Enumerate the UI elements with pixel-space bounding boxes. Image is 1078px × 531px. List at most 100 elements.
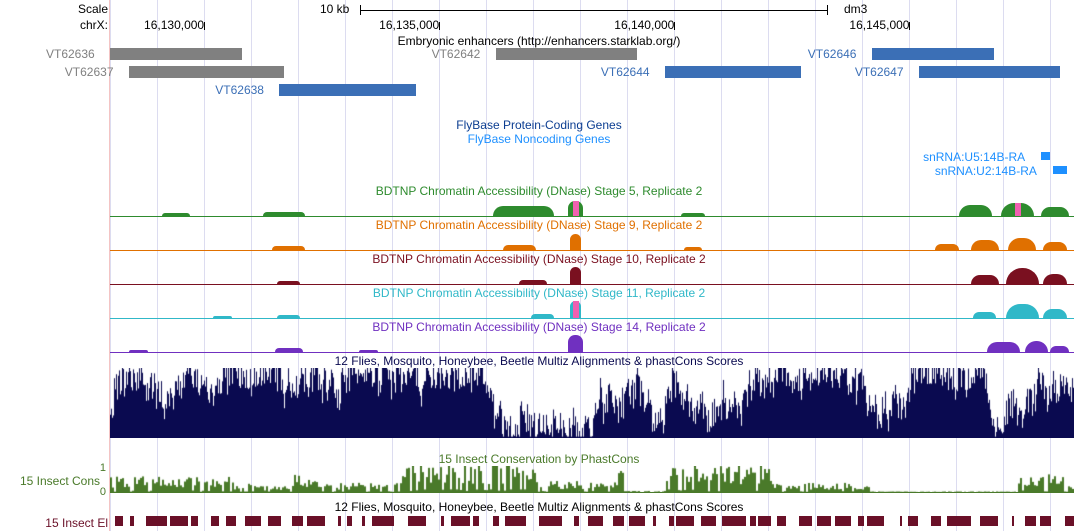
- snrna-block[interactable]: [1053, 166, 1067, 174]
- enhancer-label[interactable]: VT62642: [432, 47, 481, 61]
- insectel-segment: [307, 516, 325, 526]
- insectel-segment: [722, 516, 746, 526]
- enhancer-label[interactable]: VT62646: [808, 47, 857, 61]
- insectel-segment: [268, 516, 281, 526]
- dnase-peak-highlight: [573, 301, 579, 318]
- scale-bar-label: 10 kb: [320, 2, 349, 16]
- insectel-segment: [191, 516, 198, 526]
- insectel-segment: [777, 516, 786, 526]
- insectel-segment: [980, 516, 997, 526]
- multiz12-title: 12 Flies, Mosquito, Honeybee, Beetle Mul…: [0, 354, 1078, 368]
- phastcons15-left-label: 15 Insect Cons: [0, 474, 100, 488]
- flybase-nc-title: FlyBase Noncoding Genes: [0, 132, 1078, 146]
- insectel-segment: [835, 516, 851, 526]
- insectel-segment: [130, 516, 134, 526]
- insectel-segment: [505, 516, 526, 526]
- dnase-peak: [213, 316, 232, 318]
- dnase-peak: [1041, 207, 1069, 216]
- phastcons15-ymax: 1: [0, 462, 106, 474]
- dnase-peak: [277, 315, 301, 318]
- enhancer-block[interactable]: [919, 66, 1060, 78]
- insectel-segment: [1065, 516, 1074, 526]
- insectel-segment: [362, 516, 365, 526]
- enhancer-block[interactable]: [129, 66, 284, 78]
- insectel-segment: [613, 516, 624, 526]
- enhancer-block[interactable]: [872, 48, 994, 60]
- dnase-track-title: BDTNP Chromatin Accessibility (DNase) St…: [0, 252, 1078, 266]
- coord-label: 16,145,000: [849, 18, 909, 32]
- dnase-peak: [1050, 346, 1069, 352]
- insectel-segment: [817, 516, 831, 526]
- snrna-label[interactable]: snRNA:U5:14B-RA: [923, 150, 1025, 164]
- dnase-peak: [570, 234, 582, 250]
- insectel-segment: [799, 516, 812, 526]
- enhancer-label[interactable]: VT62647: [855, 65, 904, 79]
- dnase-peak: [1025, 341, 1049, 352]
- dnase-track-title: BDTNP Chromatin Accessibility (DNase) St…: [0, 320, 1078, 334]
- coord-label: 16,130,000: [144, 18, 204, 32]
- dnase-peak: [971, 240, 999, 250]
- insectel-segment: [473, 516, 480, 526]
- enhancer-track-title: Embryonic enhancers (http://enhancers.st…: [0, 34, 1078, 48]
- dnase-baseline: [110, 216, 1074, 217]
- insectel-left-label: 15 Insect El: [0, 516, 108, 530]
- insectel-segment: [493, 516, 499, 526]
- assembly-label: dm3: [844, 2, 867, 16]
- enhancer-block[interactable]: [110, 48, 242, 60]
- insectel-segment: [1040, 516, 1050, 526]
- dnase-peak: [162, 213, 190, 216]
- insectel-segment: [441, 516, 444, 526]
- dnase-peak: [681, 213, 705, 216]
- enhancer-block[interactable]: [279, 84, 415, 96]
- insectel-segment: [653, 516, 656, 526]
- phastcons15-title: 15 Insect Conservation by PhastCons: [0, 452, 1078, 466]
- snrna-block[interactable]: [1041, 152, 1050, 160]
- enhancer-label[interactable]: VT62636: [46, 47, 95, 61]
- phastcons15-baseline: [110, 492, 1074, 493]
- insectel-segment: [115, 516, 123, 526]
- dnase-peak: [971, 275, 999, 284]
- insectel-segment: [758, 516, 771, 526]
- insectel-segment: [226, 516, 236, 526]
- dnase-peak: [1006, 304, 1039, 318]
- enhancer-block[interactable]: [496, 48, 637, 60]
- dnase-peak: [275, 348, 303, 352]
- dnase-peak: [493, 206, 554, 216]
- coord-label: 16,140,000: [614, 18, 674, 32]
- dnase-peak: [1043, 274, 1067, 284]
- insectel-segment: [146, 516, 167, 526]
- insectel-segment: [701, 516, 716, 526]
- dnase-peak-highlight: [1015, 203, 1021, 216]
- dnase-peak: [1043, 242, 1067, 250]
- insectel-segment: [676, 516, 693, 526]
- insectel-segment: [245, 516, 261, 526]
- dnase-peak: [531, 314, 555, 318]
- insectel-segment: [931, 516, 941, 526]
- flybase-pc-title: FlyBase Protein-Coding Genes: [0, 118, 1078, 132]
- dnase-peak: [568, 335, 582, 352]
- insectel-segment: [900, 516, 903, 526]
- snrna-label[interactable]: snRNA:U2:14B-RA: [935, 164, 1037, 178]
- dnase-peak-highlight: [573, 201, 579, 216]
- enhancer-label[interactable]: VT62644: [601, 65, 650, 79]
- enhancer-label[interactable]: VT62637: [65, 65, 114, 79]
- dnase-baseline: [110, 352, 1074, 353]
- dnase-baseline: [110, 284, 1074, 285]
- insectel-segment: [574, 516, 579, 526]
- dnase-baseline: [110, 250, 1074, 251]
- enhancer-label[interactable]: VT62638: [215, 83, 264, 97]
- scale-bar: [360, 10, 828, 11]
- dnase-peak: [503, 245, 536, 250]
- insectel-segment: [170, 516, 188, 526]
- insectel-segment: [338, 516, 341, 526]
- insectel-segment: [408, 516, 426, 526]
- insectel-segment: [347, 516, 352, 526]
- dnase-peak: [272, 246, 305, 250]
- dnase-peak: [519, 280, 547, 284]
- dnase-peak: [1006, 268, 1039, 284]
- insectel-dense: [110, 516, 1074, 526]
- insectel-segment: [750, 516, 756, 526]
- insectel-segment: [588, 516, 603, 526]
- dnase-peak: [935, 244, 959, 250]
- enhancer-block[interactable]: [665, 66, 801, 78]
